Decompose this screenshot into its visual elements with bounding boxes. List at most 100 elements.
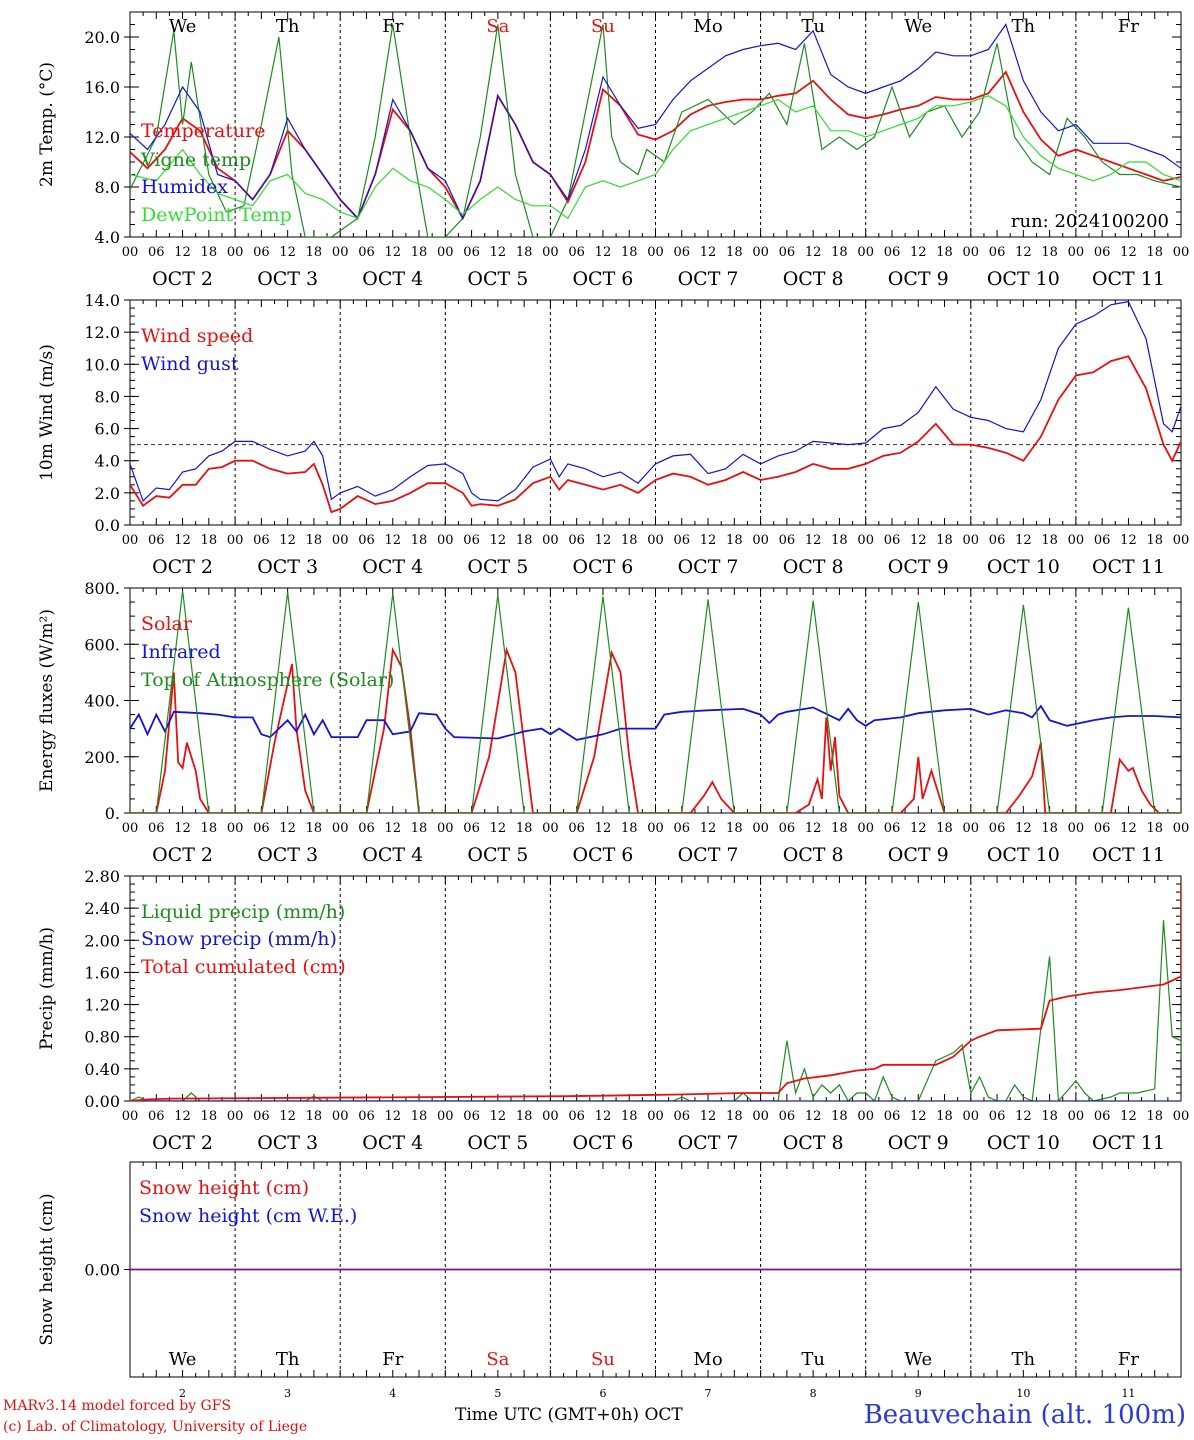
hour-label: 12 xyxy=(490,533,507,548)
hour-label: 12 xyxy=(279,245,296,260)
date-label: OCT 11 xyxy=(1092,556,1165,578)
date-label: OCT 4 xyxy=(362,268,423,290)
hour-label: 18 xyxy=(1146,533,1163,548)
y-tick-label: 0.40 xyxy=(84,1060,120,1079)
hour-label: 06 xyxy=(253,821,270,836)
hour-label: 12 xyxy=(1015,821,1032,836)
hour-label: 06 xyxy=(884,533,901,548)
hour-label: 06 xyxy=(779,533,796,548)
hour-label: 12 xyxy=(805,1109,822,1124)
hour-label: 18 xyxy=(1146,245,1163,260)
hour-label: 00 xyxy=(332,245,349,260)
hour-label: 12 xyxy=(595,533,612,548)
weekday-label: Th xyxy=(1012,16,1036,37)
hour-label: 06 xyxy=(358,533,375,548)
series-line xyxy=(130,920,1181,1101)
hour-label: 18 xyxy=(201,533,218,548)
hour-label: 00 xyxy=(1068,533,1085,548)
y-tick-label: 20.0 xyxy=(84,28,120,47)
hour-label: 12 xyxy=(805,821,822,836)
weekday-label: We xyxy=(169,16,197,37)
hour-label: 06 xyxy=(568,533,585,548)
hour-label: 12 xyxy=(595,245,612,260)
hour-label: 06 xyxy=(148,821,165,836)
hour-label: 12 xyxy=(384,533,401,548)
hour-label: 12 xyxy=(384,1109,401,1124)
date-label: OCT 6 xyxy=(572,556,633,578)
hour-label: 18 xyxy=(726,821,743,836)
hour-label: 18 xyxy=(201,821,218,836)
y-tick-label: 4.0 xyxy=(95,452,120,471)
y-tick-label: 14.0 xyxy=(84,291,120,310)
y-tick-label: 8.0 xyxy=(95,178,120,197)
weekday-label: Tu xyxy=(801,16,825,37)
hour-label: 12 xyxy=(384,245,401,260)
panel-3: 0. 200. 400. 600. 800. Energy fluxes (W/m²) So… xyxy=(37,579,1189,866)
hour-label: 06 xyxy=(674,821,691,836)
hour-label: 00 xyxy=(542,821,559,836)
hour-label: 06 xyxy=(358,821,375,836)
date-label: OCT 6 xyxy=(572,844,633,866)
hour-label: 00 xyxy=(437,245,454,260)
date-label: OCT 9 xyxy=(888,268,949,290)
day-number-label: 9 xyxy=(915,1387,922,1400)
legend-entry: Snow precip (mm/h) xyxy=(141,928,337,950)
day-number-label: 4 xyxy=(389,1387,396,1400)
hour-label: 06 xyxy=(674,533,691,548)
panel-1: 4.0 8.0 12.0 16.0 20.0 2m Temp. (°C) Temperatu… xyxy=(37,11,1189,290)
hour-label: 00 xyxy=(542,533,559,548)
hour-label: 06 xyxy=(148,533,165,548)
hour-label: 00 xyxy=(332,1109,349,1124)
hour-label: 18 xyxy=(831,533,848,548)
y-tick-label: 16.0 xyxy=(84,78,120,97)
panel-frame xyxy=(129,587,1182,814)
y-tick-label: 1.60 xyxy=(84,963,120,982)
weekday-label: Fr xyxy=(382,1349,403,1370)
hour-label: 06 xyxy=(463,1109,480,1124)
y-tick-label: 1.20 xyxy=(84,996,120,1015)
hour-label: 12 xyxy=(174,821,191,836)
hour-label: 18 xyxy=(411,245,428,260)
hour-label: 18 xyxy=(516,533,533,548)
hour-label: 18 xyxy=(516,821,533,836)
x-axis-title: Time UTC (GMT+0h) OCT xyxy=(455,1405,683,1425)
hour-label: 00 xyxy=(857,245,874,260)
hour-label: 00 xyxy=(857,821,874,836)
weekday-label: Fr xyxy=(382,16,403,37)
hour-label: 12 xyxy=(384,821,401,836)
weekday-label: Mo xyxy=(693,1349,722,1370)
y-tick-label: 600. xyxy=(84,635,120,654)
panel-5: 0.00 Snow height (cm) Snow height (cm) Snow… xyxy=(37,1161,1182,1400)
hour-label: 06 xyxy=(779,821,796,836)
hour-label: 06 xyxy=(989,821,1006,836)
hour-label: 00 xyxy=(857,1109,874,1124)
hour-label: 12 xyxy=(805,533,822,548)
hour-label: 00 xyxy=(332,533,349,548)
hour-label: 18 xyxy=(726,245,743,260)
hour-label: 12 xyxy=(490,821,507,836)
weekday-label: Su xyxy=(591,16,615,37)
series-line xyxy=(130,704,1181,741)
date-label: OCT 10 xyxy=(987,844,1060,866)
hour-label: 12 xyxy=(595,821,612,836)
hour-label: 00 xyxy=(1068,1109,1085,1124)
date-label: OCT 2 xyxy=(152,1132,213,1154)
hour-label: 18 xyxy=(621,245,638,260)
day-number-label: 5 xyxy=(494,1387,501,1400)
credit-line-1: MARv3.14 model forced by GFS xyxy=(3,1398,232,1414)
hour-label: 00 xyxy=(1173,821,1190,836)
y-axis-label: 10m Wind (m/s) xyxy=(37,344,57,481)
hour-label: 18 xyxy=(936,245,953,260)
hour-label: 06 xyxy=(253,245,270,260)
hour-label: 12 xyxy=(1015,1109,1032,1124)
date-label: OCT 8 xyxy=(783,844,844,866)
hour-label: 18 xyxy=(621,1109,638,1124)
y-tick-label: 6.0 xyxy=(95,420,120,439)
hour-label: 12 xyxy=(1120,245,1137,260)
y-tick-label: 12.0 xyxy=(84,128,120,147)
hour-label: 06 xyxy=(568,821,585,836)
hour-label: 12 xyxy=(805,245,822,260)
legend-entry: Total cumulated (cm) xyxy=(141,956,346,978)
hour-label: 00 xyxy=(963,821,980,836)
